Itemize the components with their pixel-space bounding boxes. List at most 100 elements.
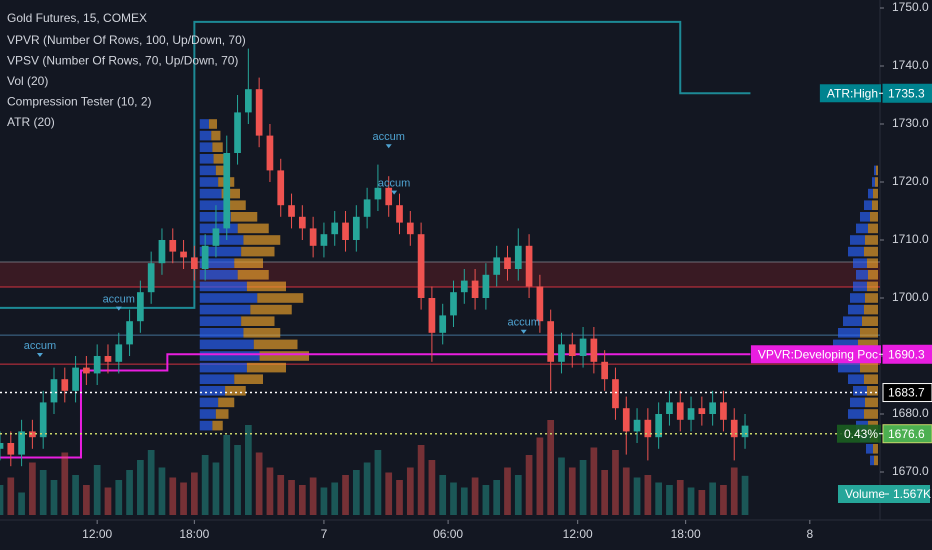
volume-bar [741, 475, 749, 515]
candle-body [320, 234, 328, 246]
candle-body [720, 402, 727, 420]
volume-bar [320, 487, 328, 515]
candle-body [471, 280, 479, 298]
candle-body [741, 425, 749, 438]
profile-up [856, 270, 868, 280]
volume-bar [137, 460, 144, 515]
profile-down [241, 316, 275, 326]
profile-up [199, 351, 260, 361]
candle-body [558, 344, 565, 362]
annotation: accum [103, 294, 135, 306]
profile-up [853, 281, 867, 292]
volume-bar [720, 485, 727, 515]
candle-body [687, 408, 695, 420]
candle-body [342, 222, 349, 240]
annotation-marker [36, 353, 43, 357]
candle-body [50, 379, 58, 403]
candle-body [655, 414, 662, 438]
profile-down [212, 420, 223, 431]
profile-down [225, 386, 246, 396]
candle-body [676, 402, 684, 420]
volume-bar [288, 480, 295, 515]
candle-body [644, 419, 652, 438]
tag-name: VPVR:Developing Poc [758, 347, 878, 361]
volume-bar [29, 462, 36, 515]
candle-body [72, 367, 79, 391]
annotation: accum [24, 340, 56, 352]
candle-body [525, 245, 533, 287]
y-tick-label: 1730.0 [892, 116, 929, 130]
candle-body [298, 216, 306, 229]
profile-down [864, 409, 878, 419]
profile-down [872, 200, 878, 210]
candle-body [223, 153, 231, 229]
tag-name: ATR:High [827, 86, 878, 100]
candle-body [29, 431, 36, 438]
volume-bar [687, 487, 695, 515]
price-tag: 1676.6 0.43% [836, 424, 932, 444]
candle-body [568, 344, 576, 356]
volume-bar [104, 487, 112, 515]
volume-bar [644, 475, 652, 515]
volume-bar [612, 450, 619, 515]
profile-up [199, 130, 212, 141]
candle-body [406, 222, 414, 235]
profile-up [843, 316, 862, 326]
volume-bar [428, 460, 436, 515]
y-tick-label: 1710.0 [892, 232, 929, 246]
volume-bar [471, 477, 479, 515]
profile-up [199, 212, 231, 222]
profile-down [215, 165, 229, 176]
profile-down [865, 397, 878, 408]
candle-body [493, 257, 501, 275]
volume-bar [709, 482, 716, 515]
profile-up [864, 200, 872, 210]
band [0, 262, 880, 287]
profile-down [221, 188, 241, 199]
volume-bar [266, 467, 274, 515]
price-tag: 1683.7 [882, 383, 932, 403]
indicator-label: VPSV (Number Of Rows, 70, Up/Down, 70) [7, 54, 238, 68]
candle-body [0, 443, 4, 449]
profile-up [848, 246, 864, 257]
volume-bar [352, 470, 360, 515]
tag-value: 1690.3 [888, 347, 925, 361]
profile-up [868, 188, 873, 199]
y-tick-label: 1670.0 [892, 464, 929, 478]
profile-down [864, 374, 878, 384]
profile-up [199, 409, 216, 419]
profile-up [199, 188, 222, 199]
candle-body [363, 199, 371, 217]
profile-up [199, 362, 247, 373]
volume-bar [255, 452, 263, 515]
profile-up [199, 165, 216, 176]
x-tick-label: 7 [321, 527, 328, 541]
profile-down [225, 200, 246, 210]
profile-down [234, 374, 264, 384]
volume-bar [547, 420, 555, 515]
annotation: accum [507, 317, 539, 329]
profile-down [241, 246, 275, 257]
profile-down [867, 258, 878, 268]
x-tick-label: 8 [806, 527, 813, 541]
profile-down [867, 386, 878, 396]
volume-bar [83, 485, 90, 515]
volume-bar [504, 467, 511, 515]
profile-down [230, 212, 258, 222]
profile-up [199, 200, 226, 210]
volume-bar [212, 462, 220, 515]
profile-up [199, 281, 247, 292]
volume-bar [374, 450, 382, 515]
volume-bar [450, 482, 457, 515]
profile-up [856, 223, 868, 234]
volume-bar [363, 462, 371, 515]
volume-tag-box [838, 485, 930, 503]
profile-up [199, 293, 258, 303]
profile-down [243, 328, 281, 338]
volume-bar [7, 477, 15, 515]
y-tick-label: 1740.0 [892, 58, 929, 72]
volume-bar [385, 472, 393, 515]
candle-body [126, 321, 133, 345]
volume-bar [514, 475, 522, 515]
tag-value-box [882, 383, 932, 403]
